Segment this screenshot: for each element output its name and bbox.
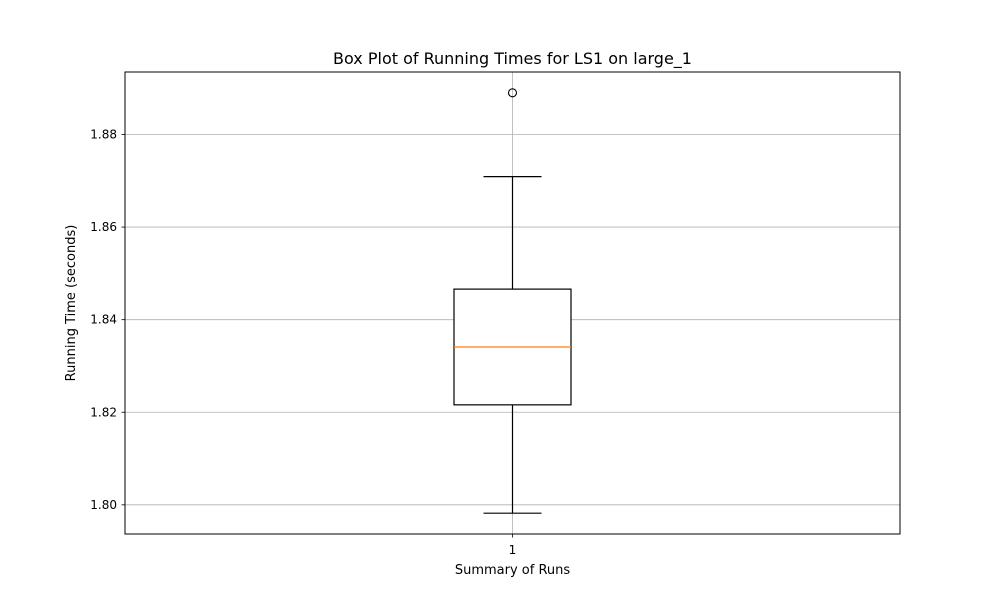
x-axis-label: Summary of Runs <box>455 563 571 578</box>
y-tick-label: 1.80 <box>90 498 117 512</box>
y-tick-label: 1.88 <box>90 127 117 141</box>
x-tick-label: 1 <box>509 543 517 557</box>
y-tick-label: 1.86 <box>90 220 117 234</box>
chart-title: Box Plot of Running Times for LS1 on lar… <box>333 49 692 69</box>
y-axis-label: Running Time (seconds) <box>64 225 79 382</box>
y-tick-label: 1.82 <box>90 405 117 419</box>
plot-marks <box>453 88 572 514</box>
axes: 1.80 1.82 1.84 1.86 1.88 1 <box>90 127 516 557</box>
y-tick-label: 1.84 <box>90 313 117 327</box>
outlier-point <box>507 88 518 98</box>
